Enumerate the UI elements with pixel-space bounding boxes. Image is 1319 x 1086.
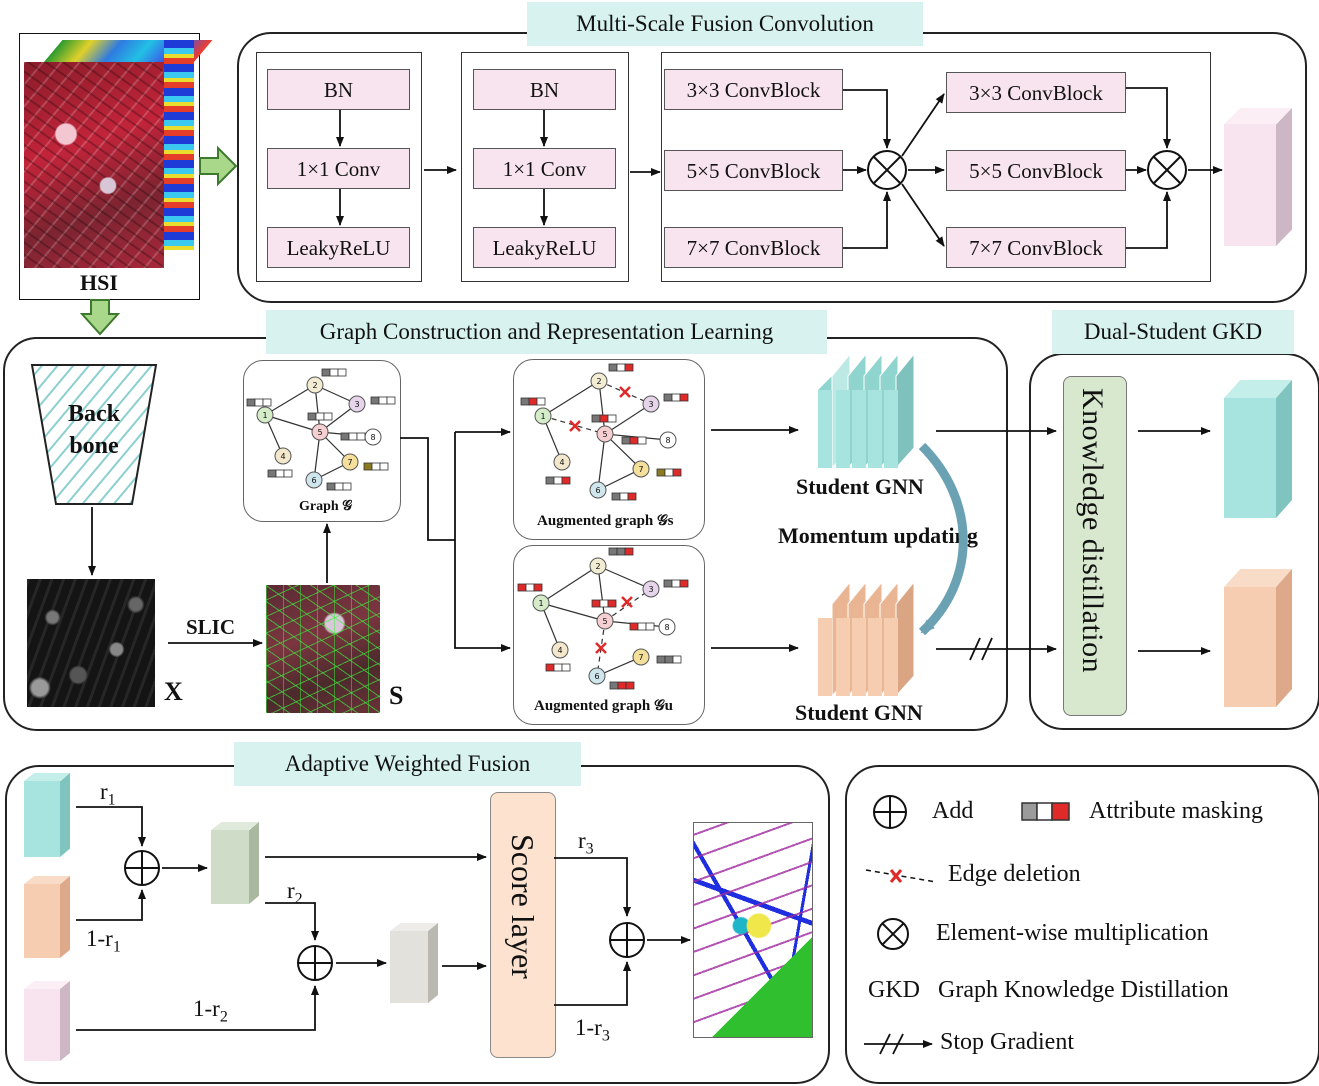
- student-gnn-top-label: Student GNN: [796, 474, 924, 499]
- distill-box: [1063, 376, 1127, 716]
- conv-right-3x3: 3×3 ConvBlock: [946, 72, 1126, 113]
- score-layer-label: Score layer: [505, 834, 541, 979]
- r3-label: r3: [578, 828, 594, 858]
- one-minus-r2-label: 1-r2: [193, 996, 228, 1026]
- svg-text:1: 1: [262, 411, 267, 420]
- r1-label: r1: [100, 779, 116, 809]
- momentum-label: Momentum updating: [778, 523, 978, 548]
- awf-teal-cube: [24, 773, 70, 857]
- classification-map: [693, 822, 813, 1038]
- svg-text:6: 6: [595, 486, 600, 495]
- student-gnn-top-stack: [818, 352, 915, 470]
- backbone-shape: [30, 364, 158, 505]
- s-label: S: [389, 681, 404, 710]
- svg-text:1: 1: [540, 412, 545, 421]
- block-b-bn: BN: [473, 69, 616, 110]
- block-b-relu: LeakyReLU: [473, 227, 616, 268]
- r2-label: r2: [287, 878, 303, 908]
- svg-text:5: 5: [602, 430, 607, 439]
- augmented-graph-s-card: [513, 359, 705, 540]
- legend-add-text: Add: [932, 798, 974, 824]
- svg-text:4: 4: [559, 458, 564, 467]
- conv-left-3x3: 3×3 ConvBlock: [664, 69, 843, 110]
- backbone-label: Back bone: [67, 401, 120, 459]
- aug-s-caption: Augmented graph 𝒢s: [537, 513, 674, 529]
- x-label: X: [164, 677, 183, 706]
- awf-peach-cube: [24, 876, 70, 958]
- hsi-label: HSI: [80, 270, 118, 295]
- block-b-conv: 1×1 Conv: [473, 148, 616, 189]
- block-a-relu: LeakyReLU: [267, 227, 410, 268]
- svg-text:4: 4: [557, 646, 562, 655]
- legend-mask-text: Attribute masking: [1089, 798, 1263, 824]
- augmented-graph-u-card: [513, 545, 705, 725]
- conv-left-5x5: 5×5 ConvBlock: [664, 150, 843, 191]
- legend-gkd-abbr: GKD: [868, 977, 920, 1003]
- superpixel-map-s: [266, 585, 380, 713]
- svg-text:8: 8: [665, 436, 670, 445]
- student-gnn-bottom-stack: [818, 580, 915, 698]
- legend-stop-text: Stop Gradient: [940, 1029, 1074, 1055]
- awf-pink-cube: [24, 981, 70, 1061]
- hsi-cube-image: [24, 40, 213, 268]
- svg-text:2: 2: [312, 381, 317, 390]
- block-a-conv: 1×1 Conv: [267, 148, 410, 189]
- legend-gkd-text: Graph Knowledge Distillation: [938, 977, 1229, 1003]
- slic-label: SLIC: [186, 615, 236, 639]
- svg-text:6: 6: [594, 672, 599, 681]
- legend-edge-text: Edge deletion: [948, 861, 1081, 887]
- svg-text:7: 7: [638, 653, 643, 662]
- legend-panel: [845, 765, 1319, 1084]
- gkd-peach-cube: [1224, 569, 1292, 707]
- svg-text:4: 4: [280, 452, 285, 461]
- svg-text:6: 6: [311, 476, 316, 485]
- score-layer-box: [490, 792, 556, 1058]
- feature-map-x: [27, 579, 155, 707]
- one-minus-r3-label: 1-r3: [575, 1015, 610, 1045]
- svg-text:3: 3: [648, 585, 653, 594]
- conv-left-7x7: 7×7 ConvBlock: [664, 227, 843, 268]
- graph-title: Graph Construction and Representation Le…: [266, 310, 827, 354]
- svg-text:2: 2: [595, 562, 600, 571]
- svg-text:5: 5: [317, 428, 322, 437]
- conv-right-7x7: 7×7 ConvBlock: [946, 227, 1126, 268]
- svg-text:3: 3: [648, 400, 653, 409]
- svg-text:8: 8: [370, 433, 375, 442]
- svg-text:7: 7: [347, 458, 352, 467]
- gkd-teal-cube: [1224, 380, 1292, 518]
- svg-text:3: 3: [354, 400, 359, 409]
- block-a-bn: BN: [267, 69, 410, 110]
- msfc-output-cube: [1224, 108, 1292, 246]
- conv-right-5x5: 5×5 ConvBlock: [946, 150, 1126, 191]
- svg-text:2: 2: [596, 377, 601, 386]
- legend-mult-text: Element-wise multiplication: [936, 920, 1209, 946]
- svg-text:8: 8: [664, 623, 669, 632]
- awf-sage-cube: [211, 822, 259, 904]
- aug-u-caption: Augmented graph 𝒢u: [534, 698, 674, 714]
- one-minus-r1-label: 1-r1: [86, 926, 121, 956]
- msfc-title: Multi-Scale Fusion Convolution: [527, 2, 923, 46]
- distill-label: Knowledge distillation: [1076, 388, 1109, 674]
- awf-title: Adaptive Weighted Fusion: [234, 742, 581, 786]
- student-gnn-bottom-label: Student GNN: [795, 700, 923, 725]
- graph-caption: Graph 𝒢: [299, 499, 353, 514]
- gkd-title: Dual-Student GKD: [1052, 310, 1294, 354]
- svg-text:7: 7: [638, 465, 643, 474]
- svg-text:5: 5: [602, 617, 607, 626]
- awf-gray-cube: [390, 923, 438, 1003]
- svg-text:1: 1: [538, 599, 543, 608]
